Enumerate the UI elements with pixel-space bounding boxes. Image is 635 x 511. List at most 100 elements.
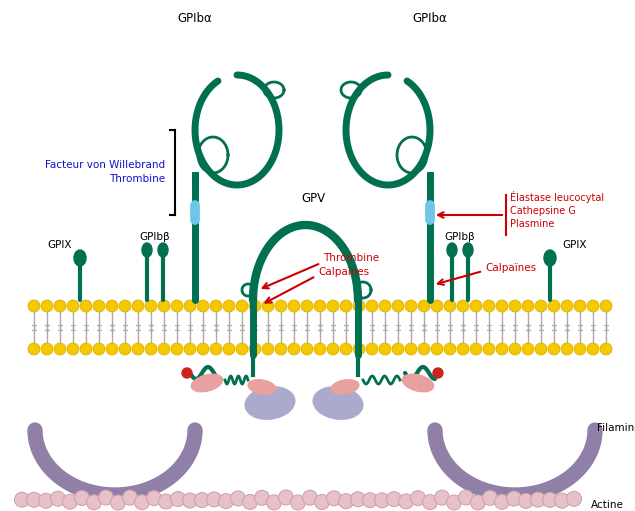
Ellipse shape [74, 250, 86, 266]
Ellipse shape [447, 243, 457, 257]
Circle shape [444, 343, 456, 355]
Circle shape [392, 343, 404, 355]
Circle shape [184, 343, 196, 355]
Circle shape [387, 492, 401, 506]
Circle shape [495, 494, 509, 509]
Circle shape [158, 300, 170, 312]
Ellipse shape [245, 387, 295, 419]
Circle shape [548, 300, 560, 312]
Circle shape [135, 495, 149, 509]
Circle shape [243, 495, 258, 509]
Circle shape [363, 493, 377, 508]
Circle shape [182, 493, 197, 508]
Circle shape [366, 300, 378, 312]
Circle shape [275, 300, 287, 312]
Circle shape [28, 343, 40, 355]
Text: Thrombine: Thrombine [323, 253, 379, 263]
Circle shape [600, 300, 612, 312]
Circle shape [326, 491, 342, 506]
Circle shape [249, 300, 261, 312]
Circle shape [314, 495, 330, 509]
Circle shape [67, 300, 79, 312]
Circle shape [93, 300, 105, 312]
Circle shape [340, 300, 352, 312]
Circle shape [351, 492, 366, 507]
Ellipse shape [403, 374, 434, 392]
Circle shape [145, 343, 157, 355]
Circle shape [301, 300, 313, 312]
Circle shape [507, 491, 521, 506]
Circle shape [405, 300, 417, 312]
Circle shape [327, 343, 339, 355]
Bar [28, 312, 612, 343]
Text: GPIbβ: GPIbβ [444, 232, 476, 242]
Circle shape [182, 368, 192, 378]
Circle shape [93, 343, 105, 355]
Circle shape [535, 343, 547, 355]
Circle shape [496, 343, 508, 355]
Circle shape [470, 300, 482, 312]
Circle shape [54, 343, 66, 355]
Circle shape [158, 343, 170, 355]
Circle shape [67, 343, 79, 355]
Circle shape [171, 343, 183, 355]
Circle shape [106, 300, 118, 312]
Circle shape [379, 300, 391, 312]
Text: Filamine (ABP): Filamine (ABP) [597, 422, 635, 432]
Circle shape [509, 300, 521, 312]
Circle shape [275, 343, 287, 355]
Circle shape [80, 300, 92, 312]
Ellipse shape [191, 374, 223, 392]
Circle shape [431, 300, 443, 312]
Circle shape [338, 494, 354, 509]
Circle shape [279, 490, 293, 505]
Circle shape [255, 490, 269, 505]
Circle shape [171, 300, 183, 312]
Circle shape [147, 491, 161, 505]
Text: Actine: Actine [591, 500, 624, 510]
Circle shape [194, 493, 210, 507]
Circle shape [80, 343, 92, 355]
Circle shape [54, 300, 66, 312]
Circle shape [288, 343, 300, 355]
Circle shape [41, 343, 53, 355]
Circle shape [171, 492, 185, 506]
Circle shape [519, 494, 533, 508]
Circle shape [223, 343, 235, 355]
Circle shape [496, 300, 508, 312]
Circle shape [418, 343, 430, 355]
Circle shape [444, 300, 456, 312]
Ellipse shape [142, 243, 152, 257]
Circle shape [574, 343, 586, 355]
Circle shape [600, 343, 612, 355]
Circle shape [119, 300, 131, 312]
Circle shape [410, 491, 425, 506]
Circle shape [554, 493, 570, 508]
Circle shape [379, 343, 391, 355]
Circle shape [86, 495, 102, 510]
Circle shape [399, 494, 413, 509]
Circle shape [375, 493, 389, 508]
Circle shape [340, 343, 352, 355]
Circle shape [51, 491, 65, 506]
Text: GPV: GPV [301, 192, 325, 205]
Circle shape [522, 343, 534, 355]
Circle shape [197, 300, 209, 312]
Ellipse shape [331, 380, 359, 394]
Circle shape [353, 343, 365, 355]
Circle shape [548, 343, 560, 355]
Ellipse shape [248, 380, 276, 394]
Circle shape [422, 495, 438, 509]
Circle shape [236, 300, 248, 312]
Text: Facteur von Willebrand
Thrombine: Facteur von Willebrand Thrombine [45, 160, 165, 184]
Circle shape [184, 300, 196, 312]
Text: GPIbα: GPIbα [178, 12, 212, 25]
Circle shape [457, 343, 469, 355]
Circle shape [483, 491, 497, 505]
Circle shape [262, 300, 274, 312]
Text: GPIX: GPIX [48, 240, 72, 250]
Circle shape [210, 300, 222, 312]
Circle shape [522, 300, 534, 312]
Circle shape [267, 495, 281, 510]
Circle shape [433, 368, 443, 378]
